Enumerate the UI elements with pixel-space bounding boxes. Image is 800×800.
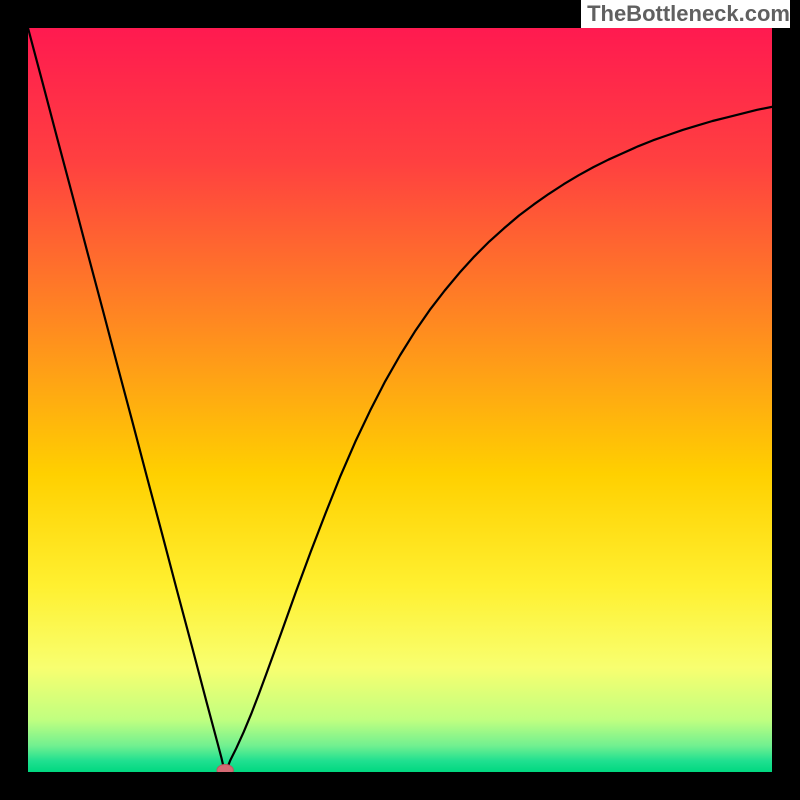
plot-svg — [28, 28, 772, 772]
chart-frame: TheBottleneck.com — [0, 0, 800, 800]
min-marker — [217, 765, 233, 772]
plot-background — [28, 28, 772, 772]
attribution-text: TheBottleneck.com — [581, 0, 790, 28]
plot-area — [28, 28, 772, 772]
